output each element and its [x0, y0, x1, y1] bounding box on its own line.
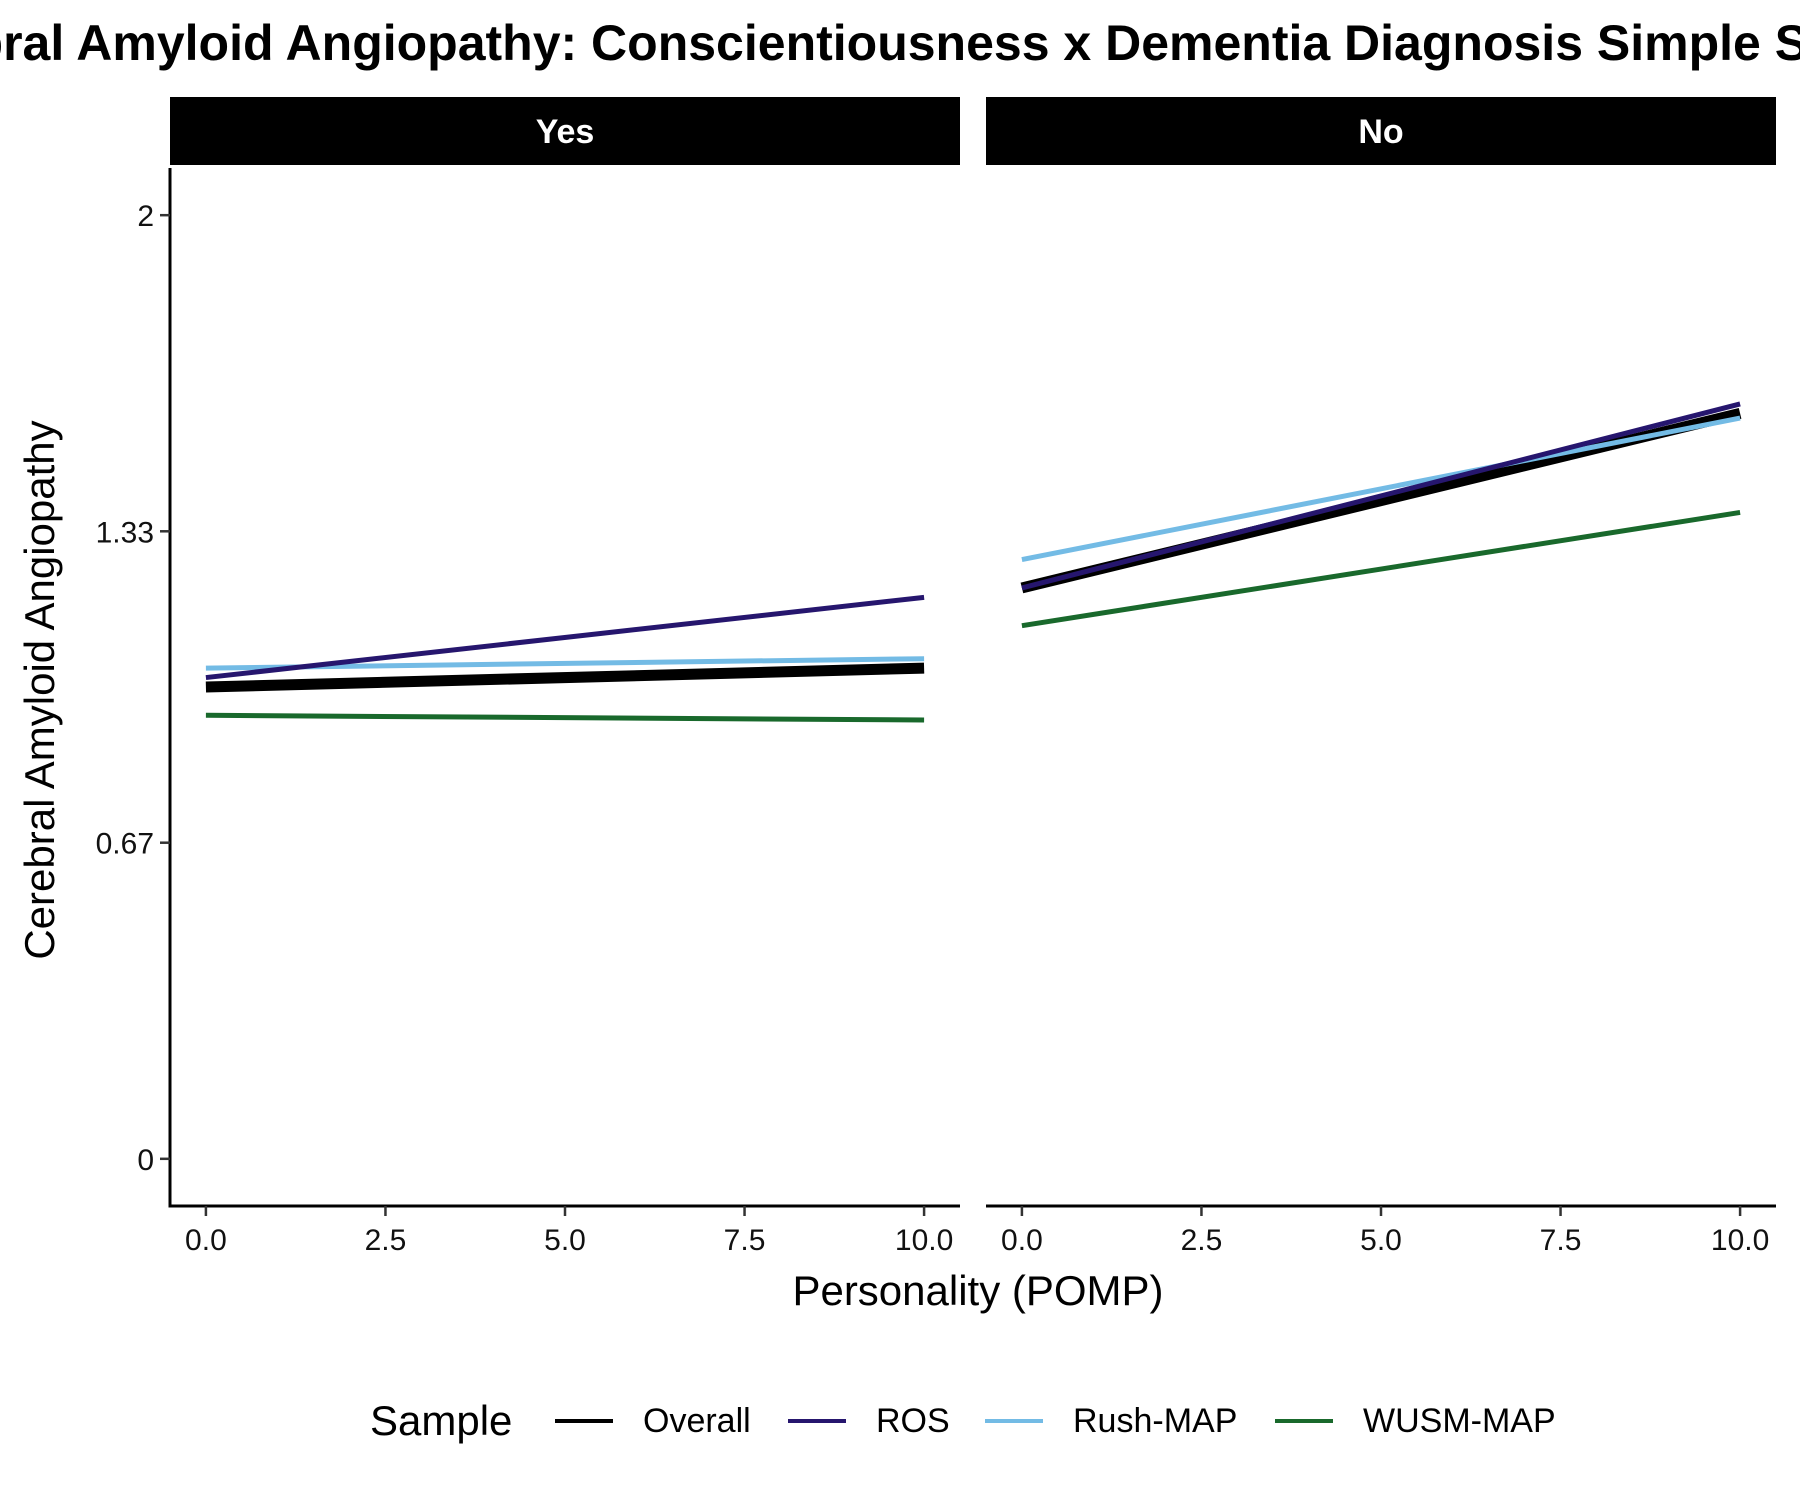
x-tick-label: 0.0 [1001, 1224, 1043, 1257]
x-tick-label: 2.5 [365, 1224, 407, 1257]
legend-label: ROS [876, 1402, 950, 1440]
x-tick-label: 7.5 [1540, 1224, 1582, 1257]
facet-strip-label: No [1358, 113, 1403, 151]
series-line-ros [205, 594, 925, 681]
legend-item-overall: Overall [555, 1402, 751, 1440]
y-tick-label: 0 [137, 1144, 154, 1177]
y-tick-label: 2 [137, 200, 154, 233]
legend-item-ros: ROS [788, 1402, 950, 1440]
x-tick-label: 10.0 [895, 1224, 953, 1257]
chart-title: Cerebral Amyloid Angiopathy: Conscientio… [0, 15, 1800, 71]
series-line-ros [1021, 401, 1741, 591]
series-line-overall [205, 662, 925, 693]
legend: Sample Overall ROS Rush-MAP WUSM-MAP [370, 1397, 1556, 1444]
legend-label: WUSM-MAP [1363, 1402, 1556, 1440]
x-axis-title: Personality (POMP) [792, 1267, 1163, 1314]
legend-item-wusm-map: WUSM-MAP [1275, 1402, 1556, 1440]
legend-item-rush-map: Rush-MAP [985, 1402, 1237, 1440]
series-line-wusm-map [1021, 509, 1741, 629]
x-tick-label: 5.0 [544, 1224, 586, 1257]
panel-no: No 0.0 2.5 5.0 7.5 10.0 [986, 97, 1776, 1257]
y-tick-label: 1.33 [96, 516, 154, 549]
x-tick-label: 10.0 [1711, 1224, 1769, 1257]
facet-strip [170, 97, 960, 165]
series-line-wusm-map [205, 712, 925, 723]
y-axis: 0 0.67 1.33 2 [96, 168, 172, 1208]
y-axis-title: Cerebral Amyloid Angiopathy [16, 420, 63, 959]
legend-title: Sample [370, 1397, 512, 1444]
x-tick-label: 7.5 [724, 1224, 766, 1257]
x-tick-label: 0.0 [185, 1224, 227, 1257]
legend-label: Rush-MAP [1073, 1402, 1237, 1440]
x-tick-label: 5.0 [1360, 1224, 1402, 1257]
panels: Yes 0.0 2.5 5.0 7.5 10.0 No 0.0 2.5 5.0 7.5 10.0 [170, 97, 1776, 1257]
facet-strip-label: Yes [536, 113, 595, 151]
legend-label: Overall [643, 1402, 751, 1440]
panel-yes: Yes 0.0 2.5 5.0 7.5 10.0 [170, 97, 960, 1257]
series-line-rush-map [1021, 415, 1741, 563]
y-tick-label: 0.67 [96, 828, 154, 861]
facet-strip [986, 97, 1776, 165]
x-tick-label: 2.5 [1181, 1224, 1223, 1257]
